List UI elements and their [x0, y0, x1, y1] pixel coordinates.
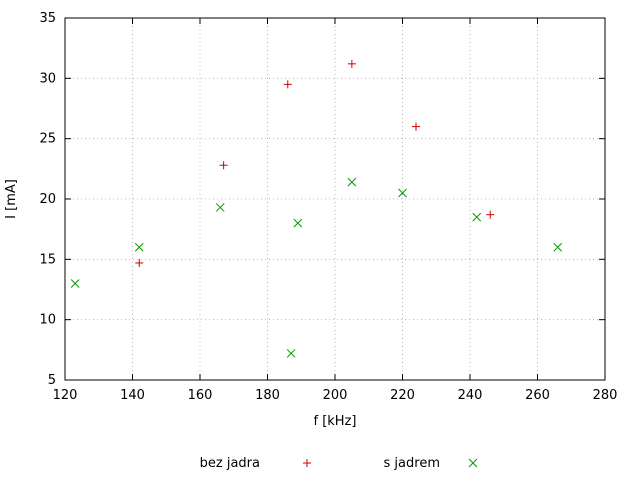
data-point: [70, 279, 80, 288]
legend-label: bez jadra: [200, 456, 260, 471]
x-tick-label: 160: [188, 388, 213, 403]
x-tick-label: 280: [593, 388, 618, 403]
x-tick-label: 260: [525, 388, 550, 403]
x-axis-label: f [kHz]: [314, 414, 357, 429]
x-tick-label: 220: [390, 388, 415, 403]
data-point: [134, 242, 144, 252]
data-point: [468, 458, 478, 468]
y-tick-label: 5: [48, 373, 56, 388]
data-point: [398, 188, 407, 198]
y-axis-label: I [mA]: [4, 179, 19, 219]
legend-label: s jadrem: [384, 456, 440, 471]
y-tick-label: 20: [39, 192, 56, 207]
data-point: [215, 203, 225, 212]
x-tick-label: 200: [323, 388, 348, 403]
y-tick-label: 30: [39, 71, 56, 86]
y-tick-label: 25: [39, 132, 56, 147]
x-tick-label: 140: [120, 388, 145, 403]
x-tick-label: 120: [53, 388, 78, 403]
data-point: [293, 218, 303, 228]
y-tick-label: 35: [39, 11, 56, 26]
data-point: [347, 177, 357, 187]
y-tick-label: 15: [39, 252, 56, 267]
data-point: [472, 212, 482, 222]
y-tick-label: 10: [39, 313, 56, 328]
data-point: [286, 349, 296, 358]
x-tick-label: 240: [458, 388, 483, 403]
data-point: [553, 242, 563, 252]
x-tick-label: 180: [255, 388, 280, 403]
